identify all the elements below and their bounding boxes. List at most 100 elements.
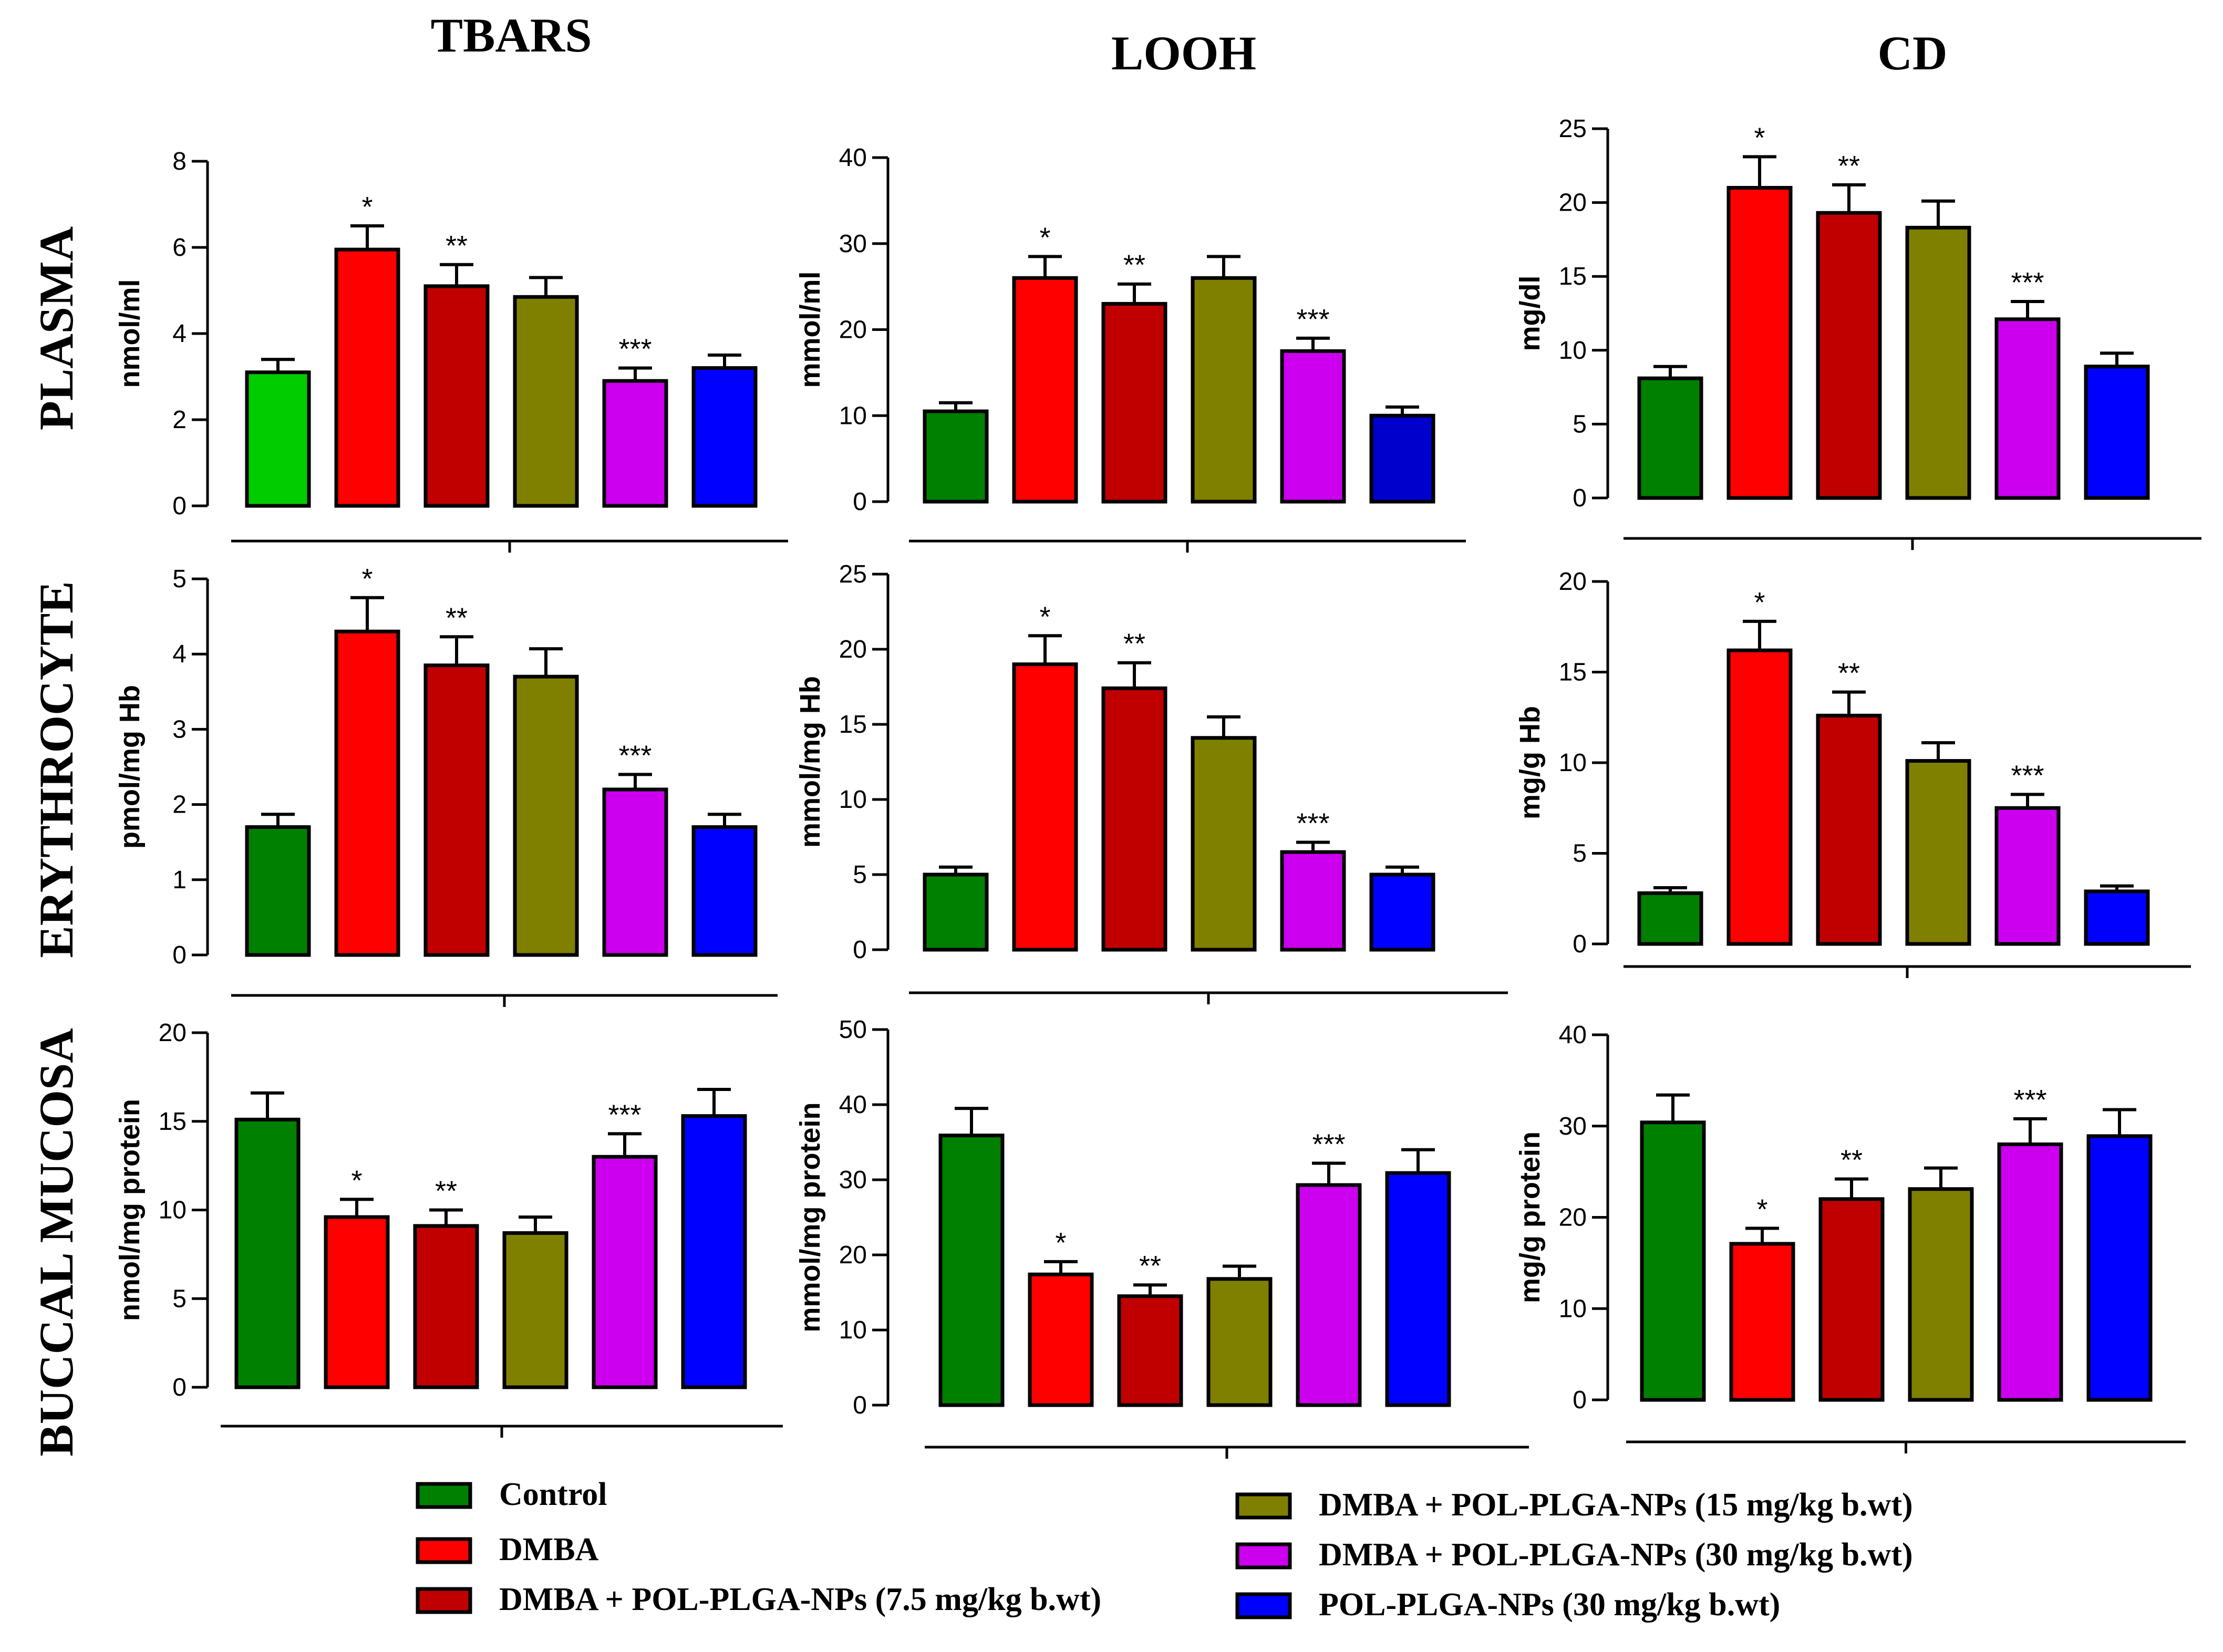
bar [423, 284, 490, 508]
legend-swatch [416, 1482, 472, 1509]
row-title-erythrocyte: ERYTHROCYTE [29, 581, 83, 958]
bar [1994, 806, 2061, 946]
bar [592, 1155, 658, 1389]
bar [245, 370, 311, 508]
y-tick-label: 20 [839, 316, 867, 344]
significance-label: ** [446, 230, 468, 262]
y-tick-label: 30 [839, 1166, 867, 1194]
legend-swatch [1235, 1542, 1292, 1570]
y-tick-label: 5 [172, 1285, 187, 1313]
bar [2084, 889, 2150, 946]
y-tick-label: 8 [172, 148, 187, 175]
legend-swatch [416, 1587, 472, 1614]
significance-label: ** [1123, 250, 1145, 281]
significance-label: * [361, 191, 373, 223]
y-tick-label: 5 [172, 565, 187, 593]
legend-label: DMBA + POL-PLGA-NPs (7.5 mg/kg b.wt) [499, 1582, 1101, 1617]
y-tick-label: 15 [1559, 659, 1587, 687]
legend-label: POL-PLGA-NPs (30 mg/kg b.wt) [1319, 1587, 1780, 1623]
y-tick-label: 40 [839, 1091, 867, 1119]
bar [1905, 759, 1971, 946]
legend-label: Control [499, 1477, 607, 1512]
significance-label: *** [618, 334, 652, 365]
significance-label: * [1039, 222, 1050, 253]
significance-label: *** [2011, 267, 2044, 298]
legend-swatch [1235, 1492, 1292, 1520]
row-titles: PLASMA ERYTHROCYTE BUCCAL MUCOSA [29, 226, 83, 1457]
y-axis-label: mmol/mg Hb [794, 676, 826, 848]
bar [1280, 850, 1346, 952]
bar [423, 663, 490, 957]
y-axis-label: mg/dl [1514, 276, 1546, 351]
bar [1117, 1294, 1183, 1407]
bar [502, 1231, 568, 1389]
bar [413, 1224, 479, 1389]
y-tick-label: 10 [159, 1197, 187, 1224]
y-tick-label: 10 [839, 1316, 867, 1344]
bar [1997, 1142, 2063, 1402]
y-tick-label: 2 [172, 791, 187, 819]
legend-item: POL-PLGA-NPs (30 mg/kg b.wt) [1235, 1587, 1780, 1623]
bar [1191, 736, 1257, 952]
bar [324, 1215, 390, 1389]
y-tick-label: 40 [1559, 1021, 1587, 1049]
bar [1012, 276, 1078, 504]
legend-item: DMBA [416, 1532, 599, 1567]
bar [1729, 1242, 1795, 1402]
y-axis-label: mg/g protein [1514, 1131, 1546, 1303]
significance-label: *** [2013, 1084, 2046, 1116]
y-tick-label: 20 [839, 636, 867, 663]
legend-item: DMBA + POL-PLGA-NPs (30 mg/kg b.wt) [1235, 1537, 1913, 1573]
row-title-plasma: PLASMA [29, 226, 83, 430]
bar [1191, 276, 1257, 504]
bar [1818, 1197, 1885, 1402]
bar [691, 825, 758, 957]
bar [1637, 376, 1703, 500]
y-tick-label: 0 [1573, 930, 1587, 958]
bar [1726, 185, 1793, 500]
y-tick-label: 0 [1573, 484, 1587, 512]
y-tick-label: 20 [1559, 568, 1587, 596]
y-tick-label: 0 [172, 1374, 187, 1401]
significance-label: *** [1312, 1129, 1345, 1160]
y-tick-label: 20 [1559, 189, 1587, 217]
y-tick-label: 40 [839, 144, 867, 172]
bar [923, 872, 989, 952]
bar [2084, 365, 2150, 500]
significance-label: * [1055, 1227, 1066, 1259]
legend-swatch [416, 1537, 472, 1564]
y-tick-label: 20 [839, 1241, 867, 1269]
y-tick-label: 0 [853, 936, 867, 964]
row-title-buccal-mucosa: BUCCAL MUCOSA [29, 1028, 83, 1456]
bar [1816, 713, 1882, 946]
bar [1028, 1272, 1094, 1407]
y-tick-label: 25 [839, 560, 867, 588]
bar [1640, 1120, 1706, 1402]
bar [1994, 317, 2061, 500]
bar [938, 1134, 1005, 1407]
bar [1637, 891, 1703, 946]
bar [681, 1114, 747, 1389]
significance-label: ** [1841, 1145, 1863, 1176]
significance-label: * [351, 1165, 362, 1196]
significance-label: * [1039, 601, 1050, 632]
significance-label: ** [446, 602, 468, 633]
significance-label: * [1754, 587, 1765, 618]
significance-label: * [1756, 1193, 1767, 1225]
bar [1908, 1187, 1974, 1402]
column-titles: TBARS LOOH CD [431, 8, 1948, 80]
bar [1101, 302, 1167, 504]
bar [602, 379, 668, 508]
y-tick-label: 10 [1559, 1295, 1587, 1323]
y-tick-label: 30 [839, 230, 867, 258]
column-title-looh: LOOH [1111, 26, 1256, 80]
y-tick-label: 30 [1559, 1113, 1587, 1140]
y-tick-label: 0 [172, 492, 187, 520]
significance-label: ** [1838, 150, 1860, 182]
